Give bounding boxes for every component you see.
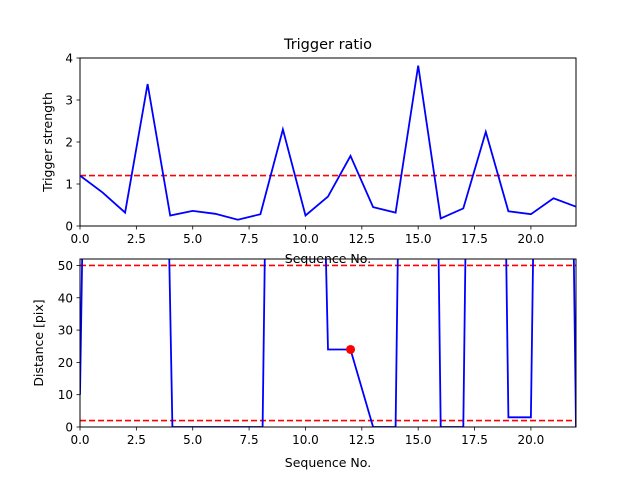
- trigger-ratio-chart: Trigger ratio 0 1 2 3 4 0.0 2.5 5.0 7.5 10.0 12.5…: [40, 37, 577, 266]
- x-tick-label: 0.0: [70, 232, 89, 246]
- y-tick-label: 10: [58, 388, 73, 402]
- y-tick-label: 40: [58, 291, 73, 305]
- x-tick-label: 7.5: [240, 232, 259, 246]
- x-tick-label: 12.5: [348, 433, 375, 447]
- distance-series: [80, 259, 576, 427]
- y-tick-label: 30: [58, 324, 73, 338]
- y-axis-ticks: 0 10 20 30 40 50: [58, 259, 80, 435]
- x-tick-label: 10.0: [292, 232, 319, 246]
- x-tick-label: 7.5: [240, 433, 259, 447]
- distance-chart: 0 10 20 30 40 50 0.0 2.5 5.0 7.5 10.0 12.5 15.0 17.5…: [31, 258, 577, 470]
- y-tick-label: 1: [65, 178, 73, 192]
- x-tick-label: 10.0: [292, 433, 319, 447]
- y-tick-label: 4: [65, 52, 73, 66]
- x-tick-label: 12.5: [348, 232, 375, 246]
- y-tick-label: 0: [65, 220, 73, 234]
- x-axis-ticks: 0.0 2.5 5.0 7.5 10.0 12.5 15.0 17.5 20.0: [70, 226, 544, 246]
- y-tick-label: 2: [65, 136, 73, 150]
- chart-title: Trigger ratio: [283, 37, 372, 53]
- x-tick-label: 2.5: [127, 433, 146, 447]
- x-tick-label: 15.0: [405, 433, 432, 447]
- x-tick-label: 5.0: [183, 433, 202, 447]
- x-tick-label: 17.5: [461, 232, 488, 246]
- highlight-marker: [346, 344, 356, 354]
- plot-frame: [79, 258, 577, 428]
- x-tick-label: 2.5: [127, 232, 146, 246]
- y-tick-label: 0: [65, 421, 73, 435]
- y-axis-label: Distance [pix]: [31, 299, 46, 386]
- x-tick-label: 0.0: [70, 433, 89, 447]
- x-tick-label: 5.0: [183, 232, 202, 246]
- x-tick-label: 20.0: [518, 232, 545, 246]
- x-tick-label: 15.0: [405, 232, 432, 246]
- y-tick-label: 3: [65, 94, 73, 108]
- y-tick-label: 20: [58, 356, 73, 370]
- x-axis-label: Sequence No.: [285, 455, 371, 470]
- y-axis-label: Trigger strength: [40, 92, 55, 193]
- y-axis-ticks: 0 1 2 3 4: [65, 52, 80, 234]
- x-tick-label: 20.0: [518, 433, 545, 447]
- x-tick-label: 17.5: [461, 433, 488, 447]
- trigger-strength-series: [80, 65, 576, 221]
- y-tick-label: 50: [58, 259, 73, 273]
- threshold-lines: [80, 264, 576, 422]
- plot-frame: [79, 57, 577, 227]
- x-axis-ticks: 0.0 2.5 5.0 7.5 10.0 12.5 15.0 17.5 20.0: [70, 427, 544, 447]
